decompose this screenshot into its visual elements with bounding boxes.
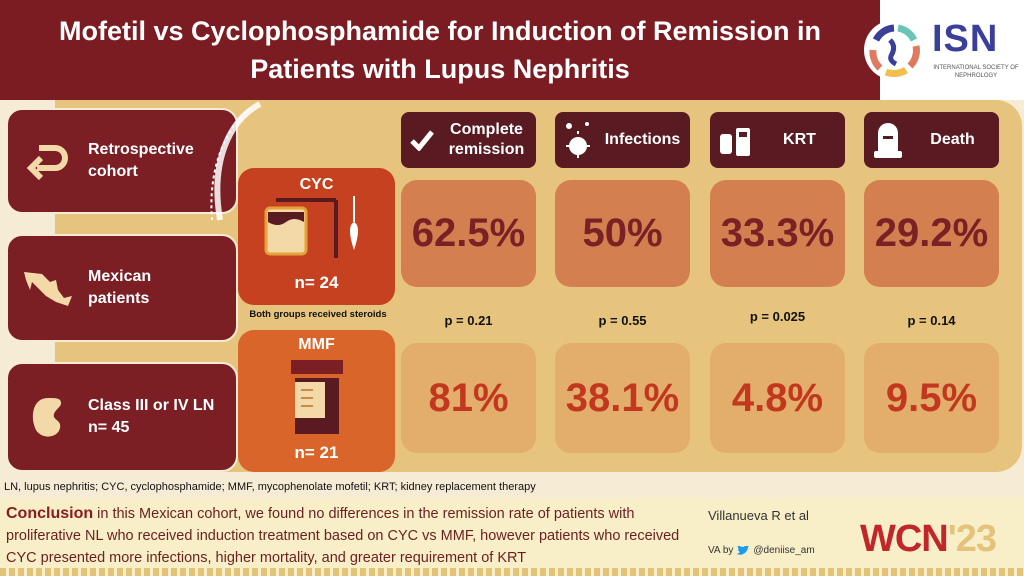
p-value-death: p = 0.14 [907, 313, 956, 328]
wcn23-logo: WCN '23 [860, 518, 997, 560]
mmf-krt-value: 4.8% [710, 343, 845, 453]
mmf-complete-remission-value: 81% [401, 343, 536, 453]
conclusion-text: Conclusion in this Mexican cohort, we fo… [6, 503, 696, 569]
mmf-n: n= 21 [294, 443, 339, 462]
study-design-label: Retrospective cohort [88, 141, 194, 180]
inclusion-label: Class III or IV LN [88, 397, 215, 414]
cyc-krt-value: 33.3% [710, 180, 845, 287]
tombstone-icon [874, 123, 902, 158]
visual-abstract-credit: VA by @deniise_am [708, 545, 815, 556]
conclusion-heading: Conclusion [6, 505, 94, 522]
isn-logo-text: ISN [932, 18, 999, 60]
cyc-death-value: 29.2% [864, 180, 999, 287]
steroids-note: Both groups received steroids [249, 309, 387, 320]
isn-logo: ISN INTERNATIONAL SOCIETY OF NEPHROLOGY [864, 0, 1024, 100]
header-krt: KRT [710, 112, 845, 168]
header-infections: Infections [555, 112, 690, 168]
cyc-arm: CYC n= 24 [238, 168, 395, 305]
twitter-handle[interactable]: @deniise_am [753, 545, 815, 556]
mmf-label: MMF [298, 336, 335, 353]
p-value-krt: p = 0.025 [749, 309, 806, 324]
cyc-complete-remission-value: 62.5% [401, 180, 536, 287]
isn-logo-subtitle: INTERNATIONAL SOCIETY OF NEPHROLOGY [933, 65, 1019, 79]
p-value-complete-remission: p = 0.21 [444, 313, 493, 328]
header-complete-remission: Complete remission [401, 112, 536, 168]
study-card-design: Retrospective cohort [6, 108, 238, 214]
study-card-inclusion: Class III or IV LN n= 45 [6, 362, 238, 472]
iv-bag-icon [264, 196, 358, 258]
total-n: n= 45 [88, 419, 130, 436]
thai-ornament-icon [210, 101, 262, 221]
cyc-infections-value: 50% [555, 180, 690, 287]
virus-icon [566, 122, 590, 158]
dialysis-machine-icon [720, 128, 750, 156]
twitter-bird-icon [737, 545, 750, 555]
u-turn-arrow-icon [26, 145, 68, 181]
mmf-infections-value: 38.1% [555, 343, 690, 453]
pill-bottle-icon [290, 360, 343, 434]
mexico-map-icon [24, 272, 72, 306]
cyc-n: n= 24 [294, 273, 339, 292]
conclusion-body: in this Mexican cohort, we found no diff… [6, 506, 680, 566]
isn-emblem-icon [864, 20, 924, 80]
abbreviations-footnote: LN, lupus nephritis; CYC, cyclophosphami… [4, 481, 536, 493]
study-card-population: Mexican patients [6, 234, 238, 342]
mmf-death-value: 9.5% [864, 343, 999, 453]
page-title: Mofetil vs Cyclophosphamide for Inductio… [58, 16, 822, 84]
mmf-arm: MMF n= 21 [238, 330, 395, 472]
title-banner [0, 0, 880, 100]
p-value-infections: p = 0.55 [598, 313, 647, 328]
cyc-label: CYC [299, 176, 334, 193]
header-death: Death [864, 112, 999, 168]
author-citation: Villanueva R et al [708, 508, 809, 523]
conclusion-section [0, 498, 1024, 576]
study-population-label: Mexican patients [88, 268, 152, 307]
checkmark-icon [410, 130, 434, 151]
decorative-trim [0, 568, 1024, 576]
kidney-icon [32, 398, 62, 437]
